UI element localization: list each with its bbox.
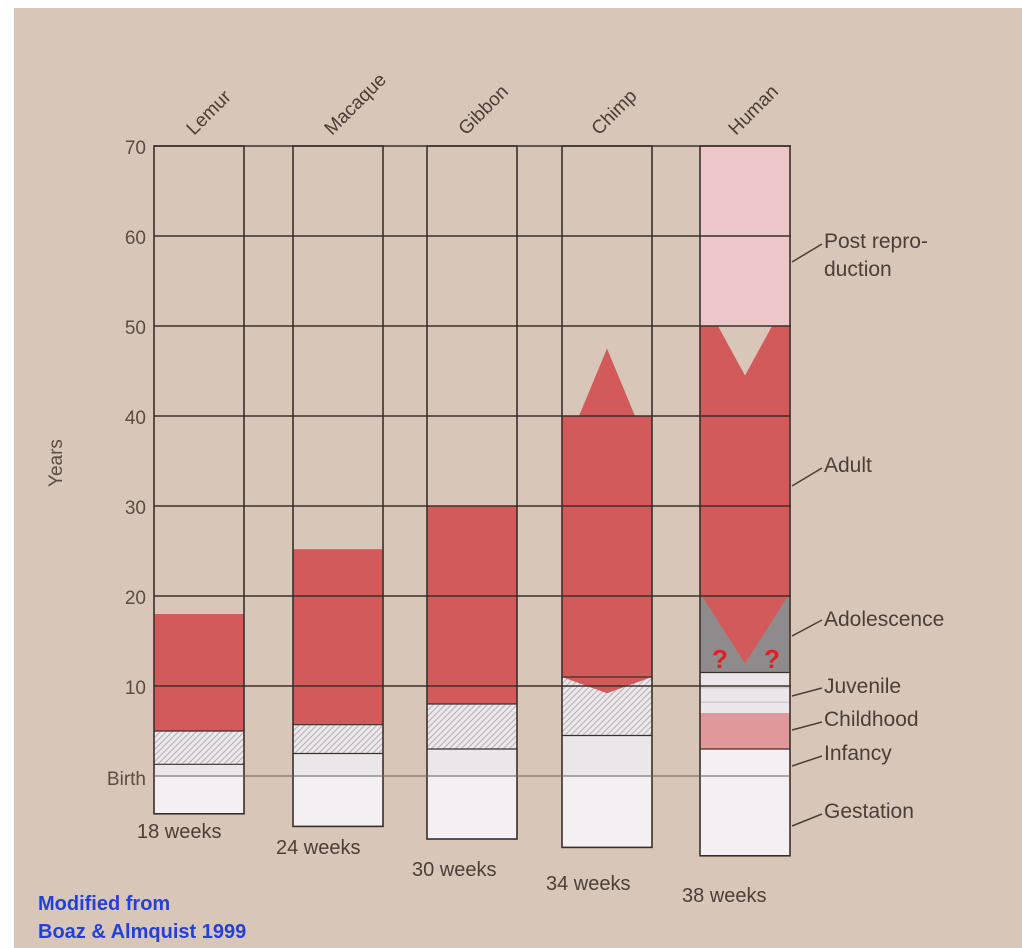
adult-bar	[293, 549, 383, 725]
adult-bar	[700, 326, 790, 664]
adult-bar	[154, 614, 244, 731]
life-history-chart: ?? 70 60 50 40 30 20 10 Birth Years Lemu…	[38, 69, 944, 943]
y-axis: 70 60 50 40 30 20 10 Birth Years	[46, 138, 146, 790]
category-labels: Lemur Macaque Gibbon Chimp Human	[183, 69, 783, 139]
y-tick-label: 30	[125, 498, 146, 519]
gestation-labels: 18 weeks 24 weeks 30 weeks 34 weeks 38 w…	[137, 821, 767, 907]
question-mark: ?	[712, 644, 728, 674]
y-tick-label: 10	[125, 678, 146, 699]
stage-label-post-reproduction: Post repro- duction	[824, 230, 934, 281]
category-label: Macaque	[321, 69, 391, 139]
bars-layer: ??	[153, 145, 791, 857]
stage-labels: Post repro- duction Adult Adolescence Ju…	[791, 230, 944, 827]
stage-label-juvenile: Juvenile	[824, 675, 901, 698]
infancy-bar	[562, 735, 652, 776]
infancy-bar	[427, 749, 517, 776]
source-line-2: Boaz & Almquist 1999	[38, 921, 246, 943]
y-axis-label: Years	[46, 439, 67, 487]
infancy-bar	[293, 753, 383, 776]
adult-bar	[427, 506, 517, 704]
grid-layer	[154, 145, 791, 777]
question-mark: ?	[764, 644, 780, 674]
source-note: Modified from Boaz & Almquist 1999	[38, 893, 246, 943]
y-tick-label: 50	[125, 318, 146, 339]
chart-frame: ?? 70 60 50 40 30 20 10 Birth Years Lemu…	[14, 8, 1022, 948]
childhood-bar	[700, 713, 790, 749]
gestation-bar	[154, 776, 244, 814]
juvenile-bar	[700, 672, 790, 713]
category-label: Gibbon	[455, 81, 513, 139]
gestation-bar	[562, 776, 652, 848]
gestation-label: 24 weeks	[276, 837, 361, 859]
y-tick-label: 70	[125, 138, 146, 159]
infancy-bar	[700, 749, 790, 776]
gestation-label: 34 weeks	[546, 873, 631, 895]
stage-label-gestation: Gestation	[824, 800, 914, 823]
gestation-bar	[293, 776, 383, 827]
category-label: Lemur	[183, 86, 236, 139]
y-tick-label: 60	[125, 228, 146, 249]
juvenile-bar	[154, 731, 244, 765]
juvenile-bar	[427, 704, 517, 749]
category-label: Human	[725, 81, 783, 139]
y-tick-label: 20	[125, 588, 146, 609]
gestation-label: 18 weeks	[137, 821, 222, 843]
gestation-label: 38 weeks	[682, 885, 767, 907]
adult-bar	[562, 348, 652, 694]
stage-label-infancy: Infancy	[824, 742, 892, 765]
birth-label: Birth	[107, 769, 146, 790]
gestation-bar	[700, 776, 790, 856]
stage-label-adult: Adult	[824, 454, 872, 477]
juvenile-bar	[293, 724, 383, 754]
infancy-bar	[154, 764, 244, 776]
gestation-bar	[427, 776, 517, 839]
gestation-label: 30 weeks	[412, 859, 497, 881]
stage-label-childhood: Childhood	[824, 708, 919, 731]
category-label: Chimp	[588, 86, 642, 140]
stage-label-adolescence: Adolescence	[824, 608, 944, 631]
y-tick-label: 40	[125, 408, 146, 429]
source-line-1: Modified from	[38, 893, 170, 915]
